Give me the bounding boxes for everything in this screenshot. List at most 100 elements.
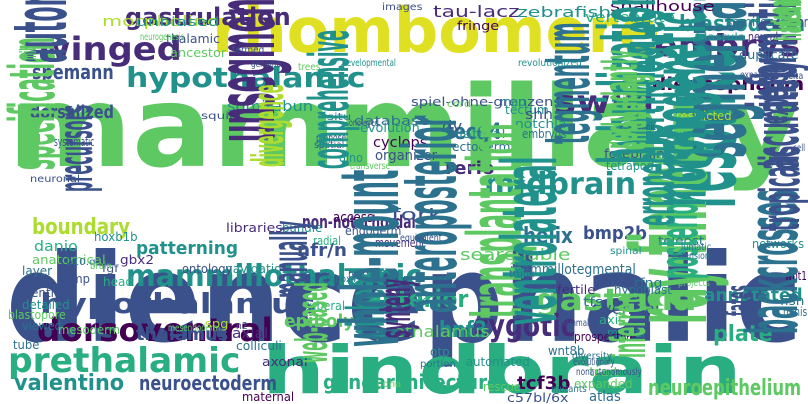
word-endoderm: endoderm	[345, 224, 402, 238]
word-notchla: notchla	[515, 117, 567, 131]
word-tetrapod: tetrapod	[606, 159, 654, 173]
word-otp: otp	[430, 345, 450, 359]
word-expansion: expansion	[740, 70, 779, 81]
word-winged: winged	[38, 30, 182, 68]
word-maternal: maternal	[242, 390, 295, 404]
word-midbrain: midbrain	[484, 167, 637, 202]
word-zygotic: zygotic	[474, 309, 576, 344]
word-forebrain: forebrain	[604, 147, 665, 161]
word-neuroepithelium: neuroepithelium	[648, 376, 802, 401]
word-minis: minis	[783, 305, 808, 319]
word-embrys: embrys	[654, 29, 801, 64]
word-morpholino: morpholino	[102, 14, 220, 30]
word-fish: fish	[780, 294, 805, 308]
word-projects: projects	[678, 278, 710, 289]
word-rfng: rfng	[634, 276, 663, 290]
word-somitabun: somitabun	[227, 99, 314, 115]
word-epiboly: epiboly	[284, 311, 355, 332]
word-inferred: inferred	[601, 292, 657, 358]
word-neuroectoderm: neuroectoderm	[139, 371, 277, 395]
word-axis: axis	[599, 313, 626, 327]
word-fecq4: fecq4	[446, 120, 502, 145]
word-axonal: axonal	[262, 355, 308, 369]
word-shh: shh	[525, 107, 554, 123]
word-valentino: valentino	[14, 371, 125, 396]
word-prethalamic: prethalamic	[8, 341, 241, 381]
word-anterior: anterior	[367, 285, 469, 313]
word-viewed: viewed	[22, 319, 62, 333]
word-mammillotegmental: mammillotegmental	[510, 262, 636, 278]
word-hypothalamic: hypothalamic	[126, 61, 366, 94]
word-situ: situ	[327, 112, 352, 123]
word-delta: delta	[783, 71, 804, 82]
word-embryos: embryos	[522, 127, 567, 141]
word-prospective: prospective	[574, 330, 637, 344]
word-tropicalis: tropicalis	[749, 145, 808, 231]
word-expanded: expanded	[574, 377, 633, 391]
word-mammillary: mammillary	[8, 63, 800, 193]
word-spemann: spemann	[32, 60, 114, 84]
word-boundary: boundary	[32, 215, 130, 240]
word-movement: movement	[375, 236, 425, 250]
word-emanating: emanating	[607, 74, 656, 150]
word-yolk: yolk	[406, 294, 426, 308]
word-trait: trait	[589, 365, 620, 379]
word-squint: squint	[201, 111, 243, 122]
word-hnf3: hnf3	[439, 318, 488, 343]
word-restricted: restricted	[676, 109, 732, 123]
word-rhombomere: rhombomere	[212, 0, 661, 67]
word-spiel-ohne-grenzen: spiel-ohne-grenzen	[411, 95, 554, 109]
word-mib: mib	[17, 45, 42, 60]
word-networks: networks	[752, 237, 804, 251]
word-detailed: detailed	[22, 298, 70, 312]
word-mammillothalamic: mammillothalamic	[126, 259, 423, 294]
word-synteny: synteny	[370, 278, 421, 338]
word-snailhouse: snailhouse	[610, 0, 715, 15]
word-images: images	[382, 2, 423, 13]
word-cyclops: cyclops	[373, 135, 428, 151]
word-nonautonomously: nonautonomously	[576, 367, 642, 378]
word-danio: danio	[34, 239, 78, 255]
word-mutants: mutants	[551, 384, 587, 395]
word-medial: medial	[607, 326, 645, 340]
word-evolution: evolution	[360, 121, 420, 135]
word-brain: brain	[90, 261, 112, 272]
word-fringe: fringe	[457, 19, 500, 33]
word-zebrafish: zebrafish	[517, 5, 612, 21]
word-libraries: libraries	[226, 221, 283, 235]
word-blastopore: blastopore	[8, 308, 66, 322]
word-database: database	[354, 114, 430, 128]
word-histology: histology	[765, 0, 808, 32]
word-ectoderm: ectoderm	[452, 140, 511, 154]
word-thalamus: thalamus	[136, 324, 229, 345]
word-dorsalized: dorsalized	[30, 102, 114, 123]
word-access: access	[333, 210, 374, 226]
word-gbx2: gbx2	[120, 253, 154, 267]
word-axial: axial	[232, 326, 269, 342]
word-navigation: navigation	[225, 262, 290, 276]
word-lumatic: lumatic	[681, 242, 712, 253]
word-hoxb1b: hoxb1b	[94, 230, 138, 244]
word-systematic: systematic	[54, 135, 95, 149]
word-hypoblast: hypoblast	[614, 283, 672, 297]
word-ontology: ontology	[182, 262, 233, 276]
word-extension: extension	[672, 251, 710, 262]
word-equivalent: equivalent	[400, 233, 442, 244]
word-diencephalon: diencephalon	[652, 74, 805, 95]
word-dino: dino	[339, 151, 363, 165]
word-automated: automated	[466, 355, 530, 369]
word-cdna: cdna	[377, 379, 402, 390]
word-fgf: fgf	[102, 264, 119, 275]
word-web-based: web-based	[287, 282, 338, 363]
word-b10-q: b10.q	[66, 257, 96, 268]
word-floor: floor	[786, 15, 808, 31]
word-gastrulation: gastrulation	[125, 3, 291, 31]
word-rescue: rescue	[483, 380, 521, 394]
word-hindbrain: hindbrain	[262, 332, 742, 404]
word-spatial: spatial	[314, 140, 345, 151]
word-wnt8b: wnt8b	[548, 344, 585, 358]
word-homologues: homologues	[641, 129, 692, 140]
word-wnt1: wnt1	[785, 269, 807, 283]
word-portion: portion	[420, 359, 456, 370]
